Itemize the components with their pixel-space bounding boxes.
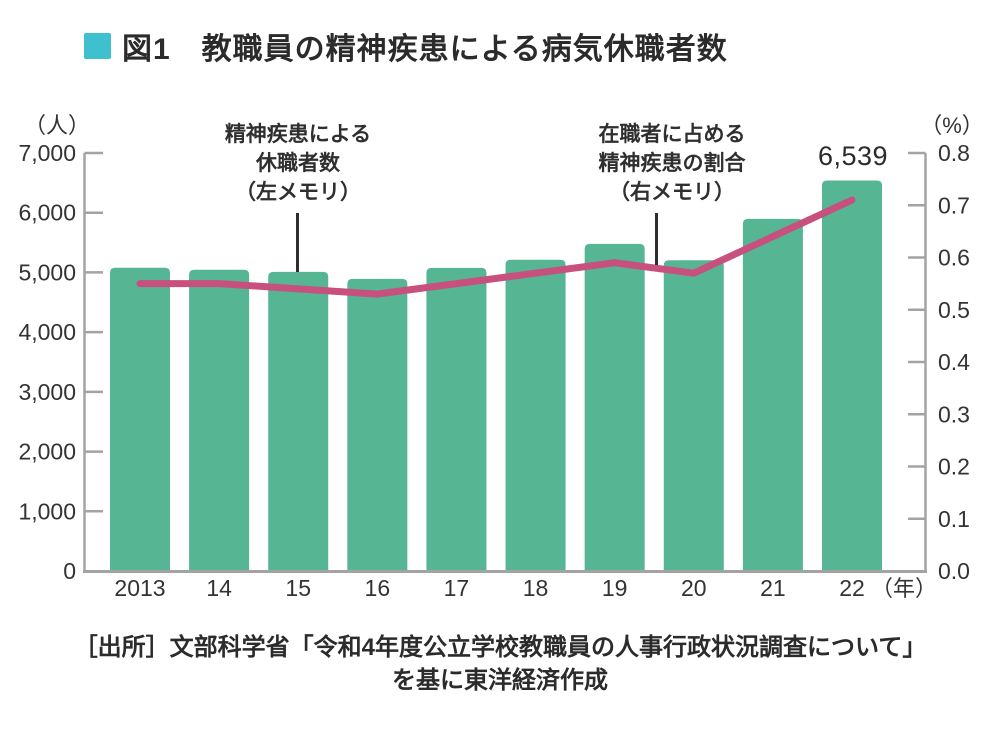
left-tick-label: 1,000 (18, 498, 76, 524)
source-note: ［出所］文部科学省「令和4年度公立学校教職員の人事行政状況調査について」 を基に… (0, 631, 1000, 697)
bar (110, 267, 170, 571)
right-axis-unit: （%） (920, 113, 984, 138)
right-tick-label: 0.4 (938, 349, 970, 375)
left-tick-label: 6,000 (18, 200, 76, 226)
bar (663, 260, 724, 571)
axes: 0 1,000 2,000 3,000 4,000 5,000 6,000 7,000 0.0 0… (18, 113, 983, 601)
right-tick-label: 0.6 (938, 245, 970, 271)
x-tick-label: 14 (206, 575, 232, 601)
bar (189, 269, 250, 571)
left-tick-label: 3,000 (18, 379, 76, 405)
data-label-2022: 6,539 (817, 141, 889, 171)
x-tick-label: 18 (523, 575, 549, 601)
left-tick-label: 7,000 (18, 140, 76, 166)
annotation-bar-series: 精神疾患による 休職者数 （左メモリ） (224, 123, 372, 204)
left-tick-label: 2,000 (18, 439, 76, 465)
bar (268, 271, 329, 571)
left-axis-unit: （人） (24, 113, 90, 138)
title-marker (84, 33, 111, 59)
right-tick-label: 0.3 (938, 401, 970, 427)
x-tick-label: 21 (760, 575, 786, 601)
bar (584, 243, 645, 572)
x-tick-label: 16 (365, 575, 391, 601)
right-tick-label: 0.1 (938, 506, 970, 532)
right-tick-label: 0.2 (938, 454, 970, 480)
bar (505, 259, 566, 571)
bar (742, 218, 803, 571)
bar (347, 278, 408, 571)
x-tick-label: 19 (602, 575, 628, 601)
right-tick-label: 0.8 (938, 140, 970, 166)
x-tick-label: 20 (681, 575, 707, 601)
x-tick-label: 17 (444, 575, 470, 601)
bar-series (110, 180, 882, 572)
chart-title: 図1 教職員の精神疾患による病気休職者数 (122, 33, 728, 66)
line-series (136, 196, 856, 298)
bar (426, 267, 487, 571)
left-tick-label: 0 (63, 558, 76, 584)
right-tick-label: 0.7 (938, 192, 970, 218)
annotation-pointer-right (655, 213, 658, 265)
right-tick-label: 0.5 (938, 297, 970, 323)
x-tick-label: 2013 (114, 575, 165, 601)
x-tick-label: 22 (839, 575, 865, 601)
right-tick-label: 0.0 (938, 558, 970, 584)
x-tick-label: 15 (285, 575, 311, 601)
x-axis-unit: （年） (871, 576, 937, 601)
source-line-2: を基に東洋経済作成 (392, 667, 608, 694)
annotation-pointer-left (296, 213, 299, 272)
chart-header: 図1 教職員の精神疾患による病気休職者数 (84, 26, 728, 66)
bar (822, 180, 882, 571)
left-tick-label: 5,000 (18, 259, 76, 285)
source-line-1: ［出所］文部科学省「令和4年度公立学校教職員の人事行政状況調査について」 (73, 634, 927, 661)
left-tick-label: 4,000 (18, 319, 76, 345)
annotation-line-series: 在職者に占める 精神疾患の割合 （右メモリ） (598, 123, 746, 204)
